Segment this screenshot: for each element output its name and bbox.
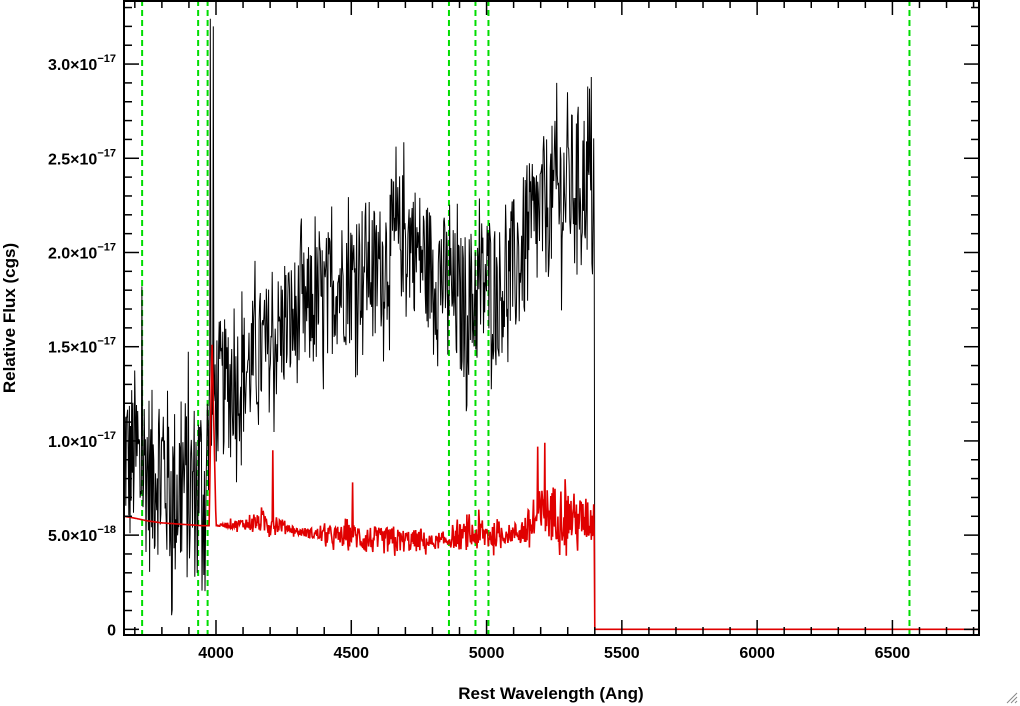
model-spectrum-line [123, 344, 979, 631]
x-tick-label: 6500 [875, 645, 911, 662]
y-tick-label: 3.0×10−17 [48, 53, 116, 74]
y-tick-label: 2.0×10−17 [48, 241, 116, 262]
emission-line-markers [141, 0, 911, 635]
y-tick-label: 0 [107, 622, 116, 639]
axis-ticks [124, 0, 979, 635]
y-tick-label: 5.0×10−18 [48, 524, 116, 545]
x-tick-label: 4000 [198, 645, 234, 662]
y-axis-title: Relative Flux (cgs) [0, 243, 19, 393]
spectrum-series [123, 18, 979, 631]
x-tick-label: 5500 [604, 645, 640, 662]
y-tick-label: 2.5×10−17 [48, 147, 116, 168]
x-tick-labels: 4000 4500 5000 5500 6000 6500 [198, 645, 910, 662]
x-axis-title: Rest Wavelength (Ang) [458, 684, 643, 703]
x-tick-label: 6000 [739, 645, 775, 662]
resize-grip-icon[interactable] [1004, 690, 1018, 704]
x-tick-label: 5000 [469, 645, 505, 662]
x-tick-label: 4500 [333, 645, 369, 662]
plot-frame [123, 0, 980, 636]
y-tick-label: 1.5×10−17 [48, 336, 116, 357]
y-tick-labels: 0 5.0×10−18 1.0×10−17 1.5×10−17 2.0×10−17 2.5… [48, 53, 116, 639]
y-tick-label: 1.0×10−17 [48, 430, 116, 451]
observed-spectrum-line [123, 18, 979, 630]
